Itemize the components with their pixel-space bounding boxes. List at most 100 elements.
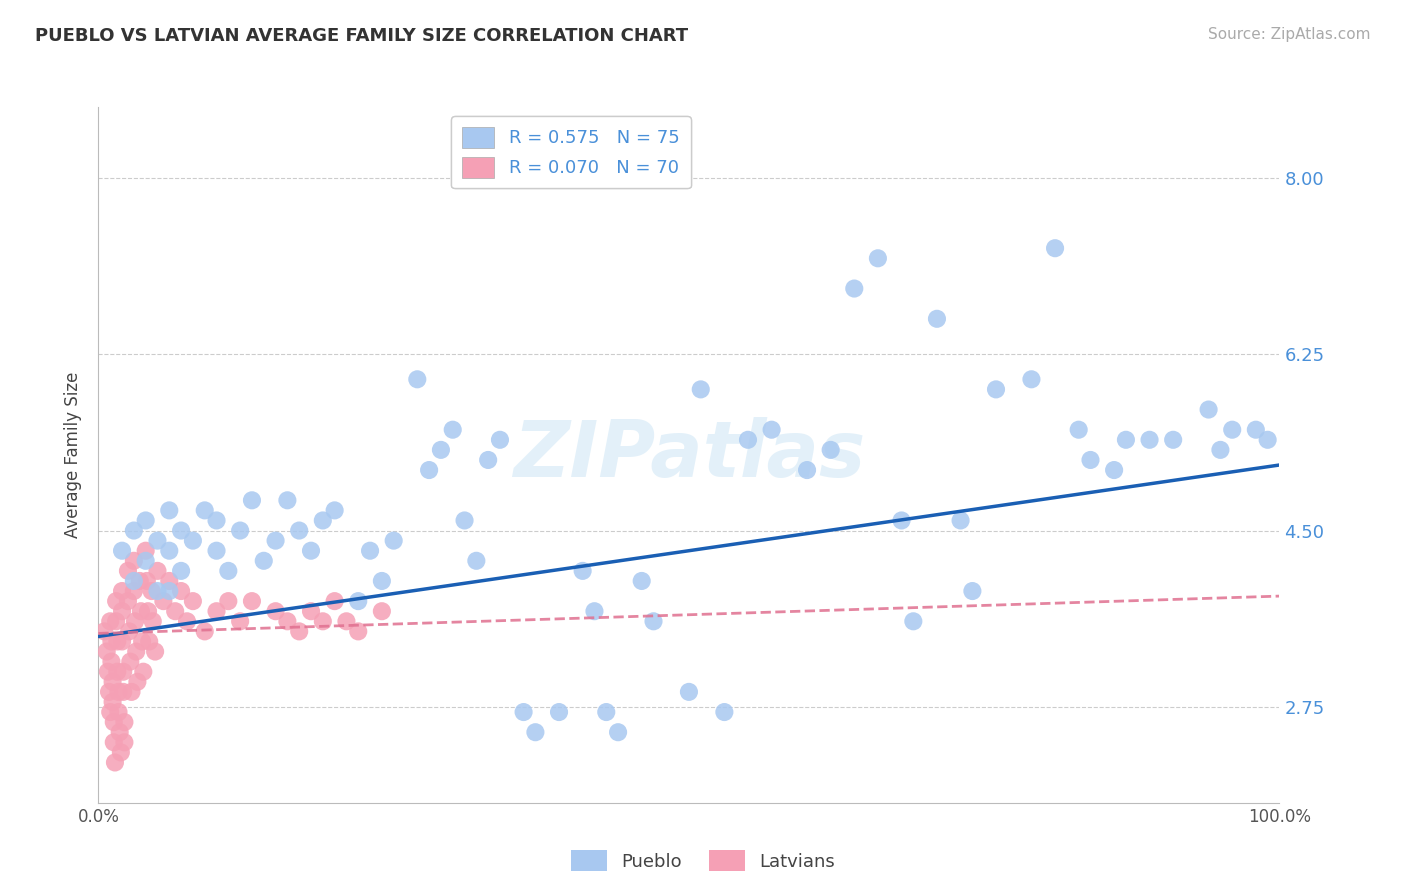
- Point: [120, 655, 142, 669]
- Point: [571, 564, 593, 578]
- Point: [112, 665, 135, 679]
- Point: [689, 383, 711, 397]
- Point: [240, 493, 263, 508]
- Point: [240, 594, 263, 608]
- Point: [406, 372, 429, 386]
- Point: [110, 745, 132, 759]
- Point: [157, 584, 180, 599]
- Point: [170, 524, 193, 538]
- Point: [112, 685, 135, 699]
- Point: [866, 252, 889, 266]
- Point: [181, 594, 204, 608]
- Point: [217, 564, 239, 578]
- Point: [903, 615, 925, 629]
- Point: [583, 604, 606, 618]
- Point: [489, 433, 512, 447]
- Point: [205, 543, 228, 558]
- Point: [1102, 463, 1125, 477]
- Point: [129, 604, 152, 618]
- Point: [135, 543, 157, 558]
- Point: [108, 725, 131, 739]
- Point: [157, 574, 180, 588]
- Point: [101, 674, 124, 689]
- Point: [146, 584, 169, 599]
- Point: [142, 615, 165, 629]
- Point: [1198, 402, 1220, 417]
- Point: [100, 655, 122, 669]
- Point: [111, 543, 134, 558]
- Point: [105, 615, 128, 629]
- Point: [796, 463, 818, 477]
- Point: [430, 442, 453, 457]
- Point: [122, 584, 145, 599]
- Point: [103, 735, 125, 749]
- Point: [157, 543, 180, 558]
- Point: [122, 574, 145, 588]
- Point: [125, 644, 148, 658]
- Point: [165, 604, 187, 618]
- Point: [181, 533, 204, 548]
- Point: [117, 564, 139, 578]
- Point: [96, 644, 118, 658]
- Point: [1139, 433, 1161, 447]
- Point: [98, 685, 121, 699]
- Text: Source: ZipAtlas.com: Source: ZipAtlas.com: [1208, 27, 1371, 42]
- Point: [112, 735, 135, 749]
- Point: [124, 615, 146, 629]
- Point: [93, 624, 115, 639]
- Point: [141, 584, 163, 599]
- Point: [100, 634, 122, 648]
- Point: [217, 594, 239, 608]
- Legend: Pueblo, Latvians: Pueblo, Latvians: [564, 843, 842, 879]
- Point: [844, 281, 866, 295]
- Point: [820, 442, 842, 457]
- Point: [643, 615, 665, 629]
- Point: [713, 705, 735, 719]
- Point: [112, 715, 135, 730]
- Point: [253, 554, 276, 568]
- Point: [1115, 433, 1137, 447]
- Point: [512, 705, 534, 719]
- Point: [288, 624, 311, 639]
- Point: [890, 513, 912, 527]
- Point: [548, 705, 571, 719]
- Point: [122, 554, 145, 568]
- Point: [103, 715, 125, 730]
- Point: [524, 725, 547, 739]
- Point: [122, 524, 145, 538]
- Point: [264, 533, 287, 548]
- Point: [630, 574, 652, 588]
- Point: [1080, 453, 1102, 467]
- Point: [205, 513, 228, 527]
- Point: [176, 615, 198, 629]
- Point: [347, 624, 370, 639]
- Point: [984, 383, 1007, 397]
- Point: [453, 513, 475, 527]
- Point: [132, 665, 155, 679]
- Point: [1021, 372, 1043, 386]
- Point: [111, 584, 134, 599]
- Point: [323, 503, 346, 517]
- Point: [229, 615, 252, 629]
- Point: [97, 665, 120, 679]
- Point: [418, 463, 440, 477]
- Point: [359, 543, 381, 558]
- Point: [276, 493, 298, 508]
- Point: [107, 685, 129, 699]
- Point: [299, 543, 322, 558]
- Point: [194, 624, 217, 639]
- Point: [98, 615, 121, 629]
- Point: [128, 574, 150, 588]
- Point: [146, 564, 169, 578]
- Legend: R = 0.575   N = 75, R = 0.070   N = 70: R = 0.575 N = 75, R = 0.070 N = 70: [451, 116, 690, 188]
- Point: [925, 311, 948, 326]
- Point: [105, 665, 128, 679]
- Point: [135, 574, 157, 588]
- Point: [170, 584, 193, 599]
- Point: [127, 674, 149, 689]
- Point: [194, 503, 217, 517]
- Point: [678, 685, 700, 699]
- Point: [138, 634, 160, 648]
- Point: [441, 423, 464, 437]
- Point: [1220, 423, 1243, 437]
